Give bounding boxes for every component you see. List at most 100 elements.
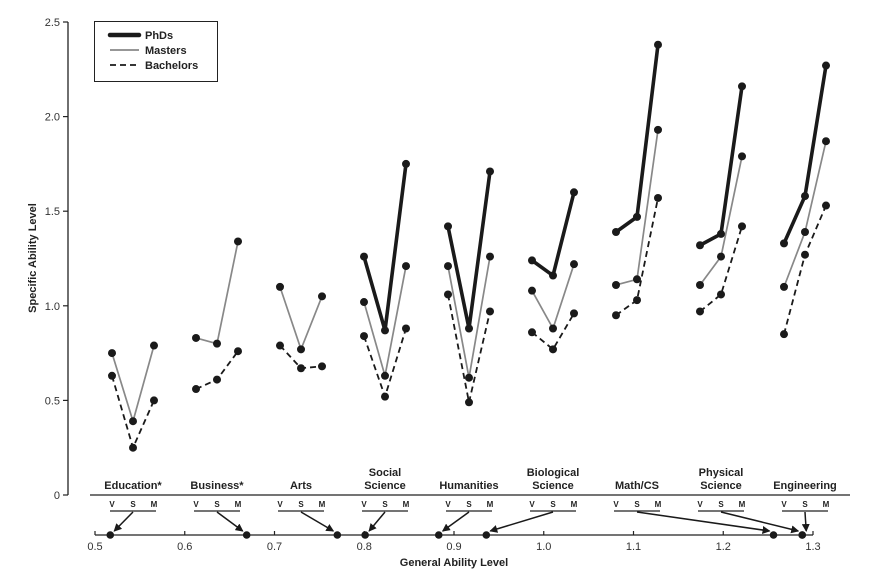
arrow-to-general-ability [636, 511, 771, 534]
point-masters-v [528, 286, 536, 295]
group-6 [612, 40, 662, 320]
point-phd-v [444, 222, 452, 231]
point-masters-v [696, 280, 704, 289]
point-masters-v [360, 298, 368, 307]
group-label: Science [700, 480, 742, 492]
point-masters-m [486, 252, 494, 261]
x-tick-label: 1.0 [536, 541, 551, 553]
point-bachelors-v [528, 328, 536, 337]
point-bachelors-v [108, 371, 116, 380]
arrow-to-general-ability [216, 511, 244, 532]
arrow-to-general-ability [113, 511, 134, 532]
series-line-masters [111, 345, 155, 425]
y-axis: 0 0.5 1.0 1.5 2.0 2.5 [45, 17, 69, 502]
series-line-phd [614, 44, 660, 234]
x-tick-label: 0.5 [87, 541, 102, 553]
arrow-to-general-ability [489, 511, 554, 533]
group-2 [276, 282, 326, 373]
point-bachelors-m [822, 201, 830, 210]
sub-category-label: V [193, 500, 199, 509]
group-3 [360, 159, 410, 401]
group-label: Physical [699, 467, 744, 479]
sub-category-label: V [109, 500, 115, 509]
point-masters-m [654, 125, 662, 134]
series-line-phd [530, 191, 576, 278]
series-line-bachelors [531, 312, 575, 351]
series-line-bachelors [447, 294, 491, 403]
point-phd-s [717, 229, 725, 238]
point-bachelors-s [717, 290, 725, 299]
point-masters-s [213, 339, 221, 348]
x-tick-label: 1.3 [805, 541, 820, 553]
point-masters-s [465, 373, 473, 382]
group-label: Education* [104, 480, 162, 492]
x-axis-title: General Ability Level [400, 557, 508, 569]
point-masters-s [381, 371, 389, 380]
point-bachelors-m [318, 362, 326, 371]
point-bachelors-m [150, 396, 158, 405]
series-line-bachelors [111, 375, 155, 451]
point-masters-s [633, 275, 641, 284]
series-line-masters [783, 141, 827, 288]
arrow-to-general-ability [300, 511, 335, 532]
x-tick-label: 1.1 [626, 541, 641, 553]
point-bachelors-s [465, 398, 473, 407]
general-ability-point [482, 531, 491, 539]
point-bachelors-s [633, 296, 641, 305]
point-masters-m [822, 137, 830, 146]
legend-label-masters: Masters [145, 45, 187, 57]
sub-category-label: V [529, 500, 535, 509]
point-masters-s [717, 252, 725, 261]
group-label: Science [364, 480, 406, 492]
group-label: Humanities [439, 480, 498, 492]
point-phd-v [780, 239, 788, 248]
x-tick-label: 1.2 [716, 541, 731, 553]
point-masters-m [738, 152, 746, 161]
point-phd-v [360, 252, 368, 261]
series-line-phd [446, 171, 492, 331]
point-bachelors-m [570, 309, 578, 318]
point-bachelors-v [444, 290, 452, 299]
point-phd-m [402, 159, 410, 168]
sub-category-label: M [235, 500, 242, 509]
group-label: Social [369, 467, 401, 479]
point-bachelors-v [192, 385, 200, 394]
point-phd-s [801, 192, 809, 201]
legend: PhDs Masters Bachelors [94, 21, 218, 82]
arrow-to-general-ability [801, 511, 810, 532]
group-label: Arts [290, 480, 312, 492]
point-bachelors-s [381, 392, 389, 401]
sub-category-label: S [130, 500, 136, 509]
general-ability-point [242, 531, 251, 539]
sub-category-label: S [634, 500, 640, 509]
series-line-phd [699, 86, 744, 247]
point-masters-s [801, 228, 809, 237]
point-bachelors-v [696, 307, 704, 316]
sub-category-label: S [298, 500, 304, 509]
point-phd-s [549, 271, 557, 280]
point-phd-m [654, 40, 662, 49]
point-masters-m [318, 292, 326, 301]
x-tick-label: 0.7 [267, 541, 282, 553]
series-line-masters [699, 156, 743, 286]
general-ability-point [434, 531, 443, 539]
group-5 [528, 188, 578, 354]
group-0 [108, 341, 158, 452]
sub-category-label: V [697, 500, 703, 509]
point-phd-v [528, 256, 536, 265]
point-bachelors-m [234, 347, 242, 356]
series-line-masters [279, 286, 323, 352]
legend-label-bachelors: Bachelors [145, 60, 198, 72]
general-ability-point [798, 531, 807, 539]
point-masters-v [780, 282, 788, 291]
point-masters-v [108, 349, 116, 358]
y-tick-label: 0 [54, 490, 60, 502]
series-line-masters [195, 241, 239, 345]
point-masters-s [129, 417, 137, 426]
sub-category-label: M [823, 500, 830, 509]
legend-label-phd: PhDs [145, 30, 173, 42]
sub-category-label: M [655, 500, 662, 509]
point-masters-v [612, 280, 620, 289]
sub-category-label: V [781, 500, 787, 509]
